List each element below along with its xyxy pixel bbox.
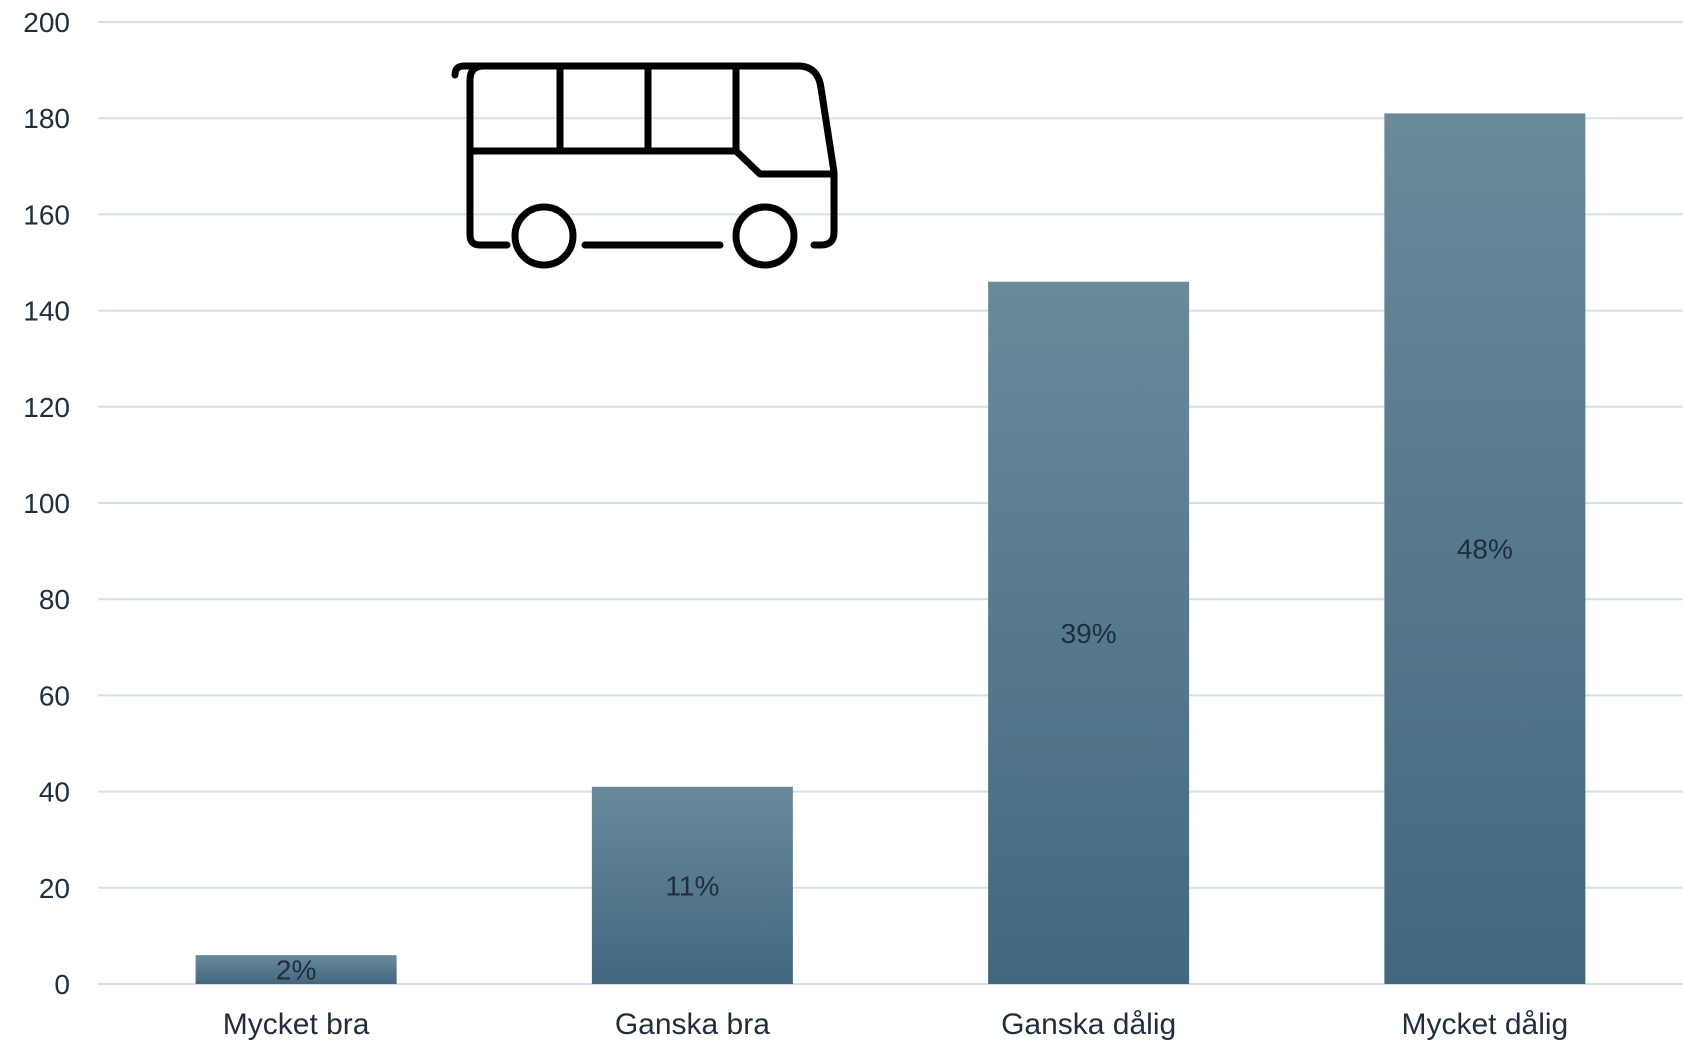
y-tick-label: 100 xyxy=(23,488,70,519)
y-tick-label: 120 xyxy=(23,392,70,423)
y-tick-label: 40 xyxy=(39,777,70,808)
bar-data-label: 11% xyxy=(665,870,719,901)
bar xyxy=(195,955,397,984)
y-tick-label: 160 xyxy=(23,199,70,230)
data-labels: 2% 11% 39% 48% xyxy=(276,534,1513,986)
bar xyxy=(591,786,793,984)
y-tick-label: 20 xyxy=(39,873,70,904)
bar-data-label: 2% xyxy=(276,955,316,986)
x-category-label: Ganska dålig xyxy=(1001,1008,1176,1041)
y-tick-label: 60 xyxy=(39,680,70,711)
y-tick-label: 200 xyxy=(23,7,70,38)
y-tick-label: 80 xyxy=(39,584,70,615)
bar xyxy=(1384,113,1586,984)
y-axis-tick-labels: 0 20 40 60 80 100 120 140 160 180 200 xyxy=(23,7,70,1000)
x-axis-category-labels: Mycket bra Ganska bra Ganska dålig Mycket d… xyxy=(223,1008,1568,1041)
y-tick-label: 180 xyxy=(23,103,70,134)
y-tick-label: 140 xyxy=(23,296,70,327)
x-category-label: Ganska bra xyxy=(615,1008,770,1041)
x-category-label: Mycket bra xyxy=(223,1008,370,1041)
x-category-label: Mycket dålig xyxy=(1402,1008,1569,1041)
bar-data-label: 39% xyxy=(1061,618,1117,649)
bar-data-label: 48% xyxy=(1457,534,1513,565)
bus-icon xyxy=(451,62,838,269)
bar xyxy=(988,281,1190,984)
y-tick-label: 0 xyxy=(54,969,70,1000)
bars xyxy=(195,113,1586,984)
